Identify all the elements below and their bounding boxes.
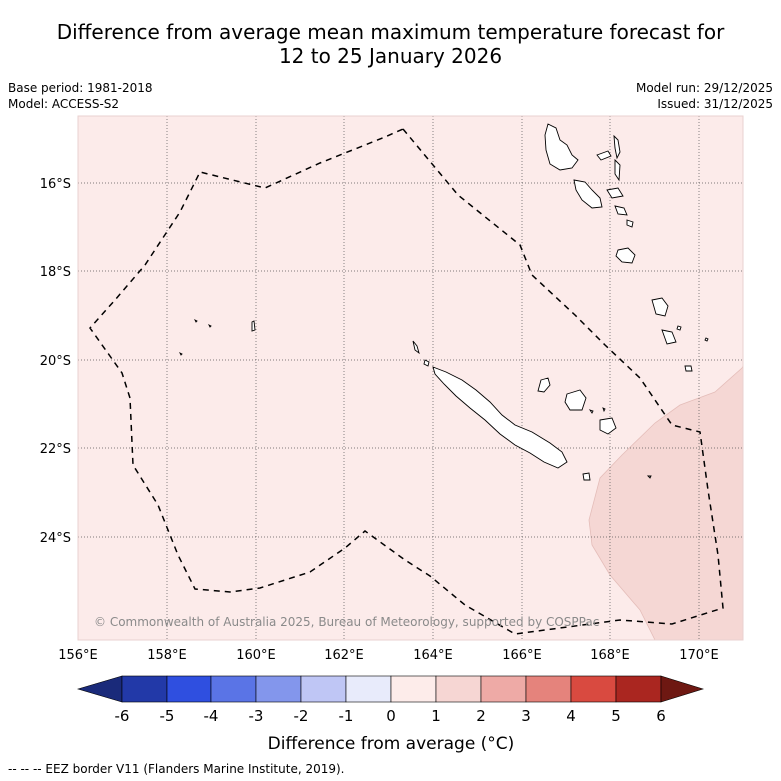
- colorbar-tick: 6: [656, 707, 666, 725]
- colorbar-tick: 3: [521, 707, 531, 725]
- lon-label: 162°E: [324, 648, 364, 663]
- colorbar-tick: 5: [611, 707, 621, 725]
- islet: [193, 318, 198, 323]
- erromango: [651, 297, 669, 317]
- lifou: [564, 389, 587, 411]
- ambae: [596, 150, 612, 161]
- lon-label: 156°E: [58, 648, 98, 663]
- maewo: [613, 134, 621, 160]
- lat-label: 22°S: [40, 442, 71, 457]
- warm-anomaly-region: [588, 365, 744, 641]
- copyright-notice: © Commonwealth of Australia 2025, Bureau…: [94, 615, 599, 629]
- efate: [615, 247, 636, 264]
- lon-label: 164°E: [413, 648, 453, 663]
- lat-label: 24°S: [40, 531, 71, 546]
- futuna: [704, 337, 709, 342]
- isle-of-pines: [582, 472, 591, 481]
- colorbar-tick: -3: [249, 707, 264, 725]
- lon-label: 168°E: [590, 648, 630, 663]
- lon-label: 170°E: [679, 648, 719, 663]
- colorbar-bin: [570, 675, 617, 703]
- colorbar-bin: [390, 675, 437, 703]
- colorbar-tick: -1: [339, 707, 354, 725]
- colorbar-tick: -6: [115, 707, 130, 725]
- colorbar-bin: [435, 675, 482, 703]
- model-name: Model: ACCESS-S2: [8, 97, 120, 111]
- ambrym: [606, 187, 624, 199]
- model-run: Model run: 29/12/2025: [635, 81, 773, 95]
- colorbar-bin: [300, 675, 347, 703]
- colorbar-tick: -5: [160, 707, 175, 725]
- colorbar-tick: 0: [386, 707, 396, 725]
- aneityum: [684, 365, 693, 372]
- new-caledonia: [432, 366, 568, 469]
- map-title-line2: 12 to 25 January 2026: [278, 44, 503, 68]
- islet: [588, 409, 594, 414]
- shepherd-islands: [626, 219, 634, 228]
- island: [423, 359, 430, 367]
- colorbar-bin: [255, 675, 302, 703]
- land: [178, 123, 709, 481]
- colorbar-tick: 1: [431, 707, 441, 725]
- colorbar-bin: [480, 675, 527, 703]
- malekula: [573, 179, 603, 209]
- espiritu-santo: [544, 123, 579, 171]
- lat-label: 18°S: [40, 265, 71, 280]
- aniwa: [676, 325, 682, 331]
- belep-islands: [412, 340, 420, 355]
- lon-label: 160°E: [236, 648, 276, 663]
- colorbar-bin: [166, 675, 212, 703]
- colorbar-bin: [121, 675, 168, 703]
- colorbar-bin: [615, 675, 662, 703]
- colorbar-label: Difference from average (°C): [268, 734, 515, 754]
- lon-label: 158°E: [147, 648, 187, 663]
- latitude-labels: 16°S 18°S 20°S 22°S 24°S: [40, 177, 71, 546]
- map-frame: [77, 115, 744, 641]
- lat-label: 20°S: [40, 354, 71, 369]
- colorbar-tick: -4: [204, 707, 219, 725]
- colorbar-bin: [525, 675, 572, 703]
- islet: [207, 323, 212, 328]
- epi: [614, 205, 628, 216]
- colorbar-ticks: -6 -5 -4 -3 -2 -1 0 1 2 3 4 5 6: [115, 707, 666, 725]
- mare: [599, 417, 617, 435]
- islet: [602, 407, 606, 413]
- colorbar-extend-high: [660, 675, 705, 703]
- colorbar-bin: [210, 675, 257, 703]
- issued-date: Issued: 31/12/2025: [657, 97, 773, 111]
- graticule: [78, 116, 743, 640]
- lat-label: 16°S: [40, 177, 71, 192]
- longitude-labels: 156°E 158°E 160°E 162°E 164°E 166°E 168°…: [58, 648, 719, 663]
- colorbar-tick: 2: [476, 707, 486, 725]
- colorbar-extend-low: [76, 675, 123, 703]
- colorbar-tick: 4: [566, 707, 576, 725]
- lon-label: 166°E: [502, 648, 542, 663]
- chesterfield-islet: [251, 320, 256, 332]
- colorbar-tick: -2: [294, 707, 309, 725]
- ouvea: [537, 377, 551, 393]
- map-title-line1: Difference from average mean maximum tem…: [56, 20, 725, 44]
- eez-border: [89, 128, 724, 635]
- colorbar-bin: [345, 675, 392, 703]
- islet: [646, 475, 652, 479]
- pentecost: [614, 158, 621, 182]
- islet: [178, 351, 183, 356]
- base-period: Base period: 1981-2018: [8, 81, 153, 95]
- colorbar: [76, 675, 705, 703]
- tanna: [661, 329, 677, 345]
- eez-legend-footer: -- -- -- EEZ border V11 (Flanders Marine…: [8, 762, 345, 776]
